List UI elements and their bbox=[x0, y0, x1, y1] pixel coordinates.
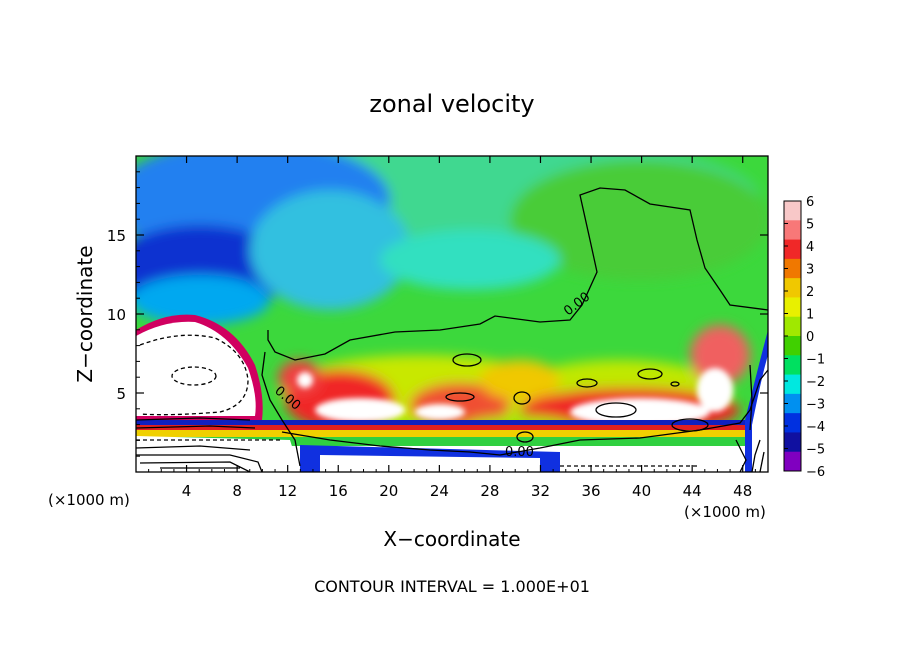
contour-lines bbox=[136, 187, 768, 472]
y-tick-label: 5 bbox=[116, 385, 126, 403]
x-tick-label: 44 bbox=[683, 482, 702, 500]
colorbar-label: 0 bbox=[806, 330, 814, 345]
x-axis-label: X−coordinate bbox=[383, 527, 520, 551]
colorbar-segment bbox=[784, 355, 801, 376]
colorbar-label: −1 bbox=[806, 353, 825, 368]
x-tick-label: 36 bbox=[581, 482, 600, 500]
colorbar-label: 6 bbox=[806, 195, 814, 210]
x-tick-label: 16 bbox=[329, 482, 348, 500]
x-tick-label: 40 bbox=[632, 482, 651, 500]
colorbar-segment bbox=[784, 336, 801, 356]
x-tick-label: 32 bbox=[531, 482, 550, 500]
colorbar-segment bbox=[784, 201, 801, 221]
contour-interval-footer: CONTOUR INTERVAL = 1.000E+01 bbox=[314, 577, 590, 596]
colorbar-label: 1 bbox=[806, 308, 814, 323]
x-unit-right: (×1000 m) bbox=[684, 503, 766, 521]
x-tick-label: 24 bbox=[430, 482, 449, 500]
colorbar-segment bbox=[784, 393, 801, 414]
x-tick-label: 48 bbox=[733, 482, 752, 500]
colorbar-segment bbox=[784, 374, 801, 395]
colorbar-label: −3 bbox=[806, 398, 825, 413]
colorbar-label: −5 bbox=[806, 443, 825, 458]
colorbar-label: 2 bbox=[806, 285, 814, 300]
colorbar-label: −2 bbox=[806, 375, 825, 390]
colorbar-segment bbox=[784, 220, 801, 241]
colorbar-segment bbox=[784, 432, 801, 453]
colorbar-segment bbox=[784, 451, 801, 472]
colorbar-segment bbox=[784, 278, 801, 298]
colorbar-label: 5 bbox=[806, 218, 814, 233]
colorbar-segment bbox=[784, 297, 801, 318]
colorbar-segment bbox=[784, 258, 801, 279]
x-tick-label: 4 bbox=[182, 482, 192, 500]
contour-label: 0.00 bbox=[505, 445, 534, 460]
y-tick-label: 10 bbox=[107, 306, 126, 324]
colorbar-label: 4 bbox=[806, 240, 814, 255]
y-axis-ticks: 5 10 15 bbox=[107, 171, 768, 457]
colorbar-segment bbox=[784, 413, 801, 433]
colorbar-segment bbox=[784, 239, 801, 260]
x-tick-label: 20 bbox=[379, 482, 398, 500]
colorbar-segment bbox=[784, 316, 801, 337]
y-axis-label: Z−coordinate bbox=[73, 245, 97, 382]
colorbar: 6 5 4 3 2 1 0 −1 −2 −3 −4 −5 −6 bbox=[783, 195, 825, 480]
x-tick-label: 28 bbox=[480, 482, 499, 500]
x-tick-label: 8 bbox=[232, 482, 242, 500]
heatmap-field bbox=[136, 156, 768, 472]
colorbar-label: 3 bbox=[806, 263, 814, 278]
colorbar-label: −6 bbox=[806, 465, 825, 480]
x-unit-left: (×1000 m) bbox=[48, 491, 130, 509]
colorbar-label: −4 bbox=[806, 420, 825, 435]
chart-title: zonal velocity bbox=[369, 90, 534, 118]
x-tick-label: 12 bbox=[278, 482, 297, 500]
x-axis-ticks: 4 8 12 16 20 24 28 32 36 40 44 48 bbox=[148, 156, 756, 500]
y-tick-label: 15 bbox=[107, 227, 126, 245]
